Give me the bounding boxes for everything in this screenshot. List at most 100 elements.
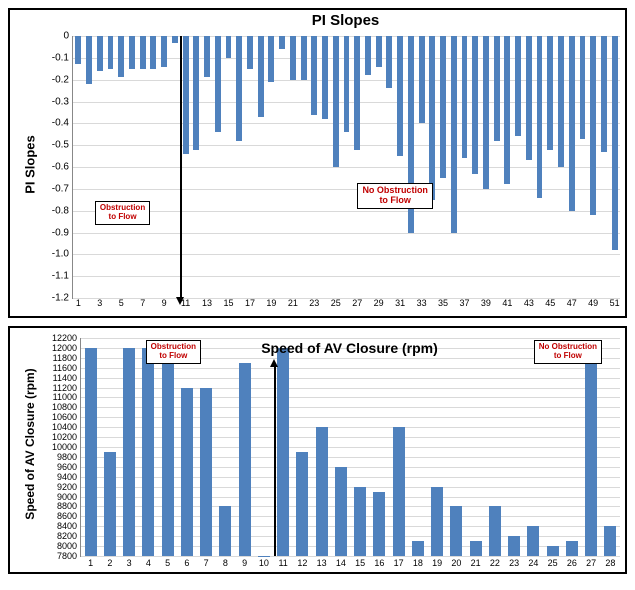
xtick-label: 49 — [588, 298, 598, 299]
bar — [489, 506, 501, 556]
xtick-label: 5 — [165, 556, 170, 568]
xtick-label: 19 — [266, 298, 276, 299]
bar — [373, 492, 385, 556]
bar — [393, 427, 405, 556]
ytick-label: 0 — [63, 31, 73, 42]
bar — [527, 526, 539, 556]
bar — [172, 36, 178, 43]
ytick-label: 12000 — [52, 343, 81, 353]
bar — [450, 506, 462, 556]
xtick-label: 37 — [459, 298, 469, 299]
bar — [472, 36, 478, 174]
gridline — [73, 233, 620, 234]
bar — [322, 36, 328, 119]
ytick-label: -0.4 — [52, 118, 73, 129]
xtick-label: 13 — [317, 556, 327, 568]
xtick-label: 27 — [586, 556, 596, 568]
ytick-label: 10200 — [52, 432, 81, 442]
pi-slopes-title: PI Slopes — [72, 12, 619, 29]
xtick-label: 43 — [524, 298, 534, 299]
ytick-label: 9800 — [57, 452, 81, 462]
bar — [236, 36, 242, 141]
bar — [142, 348, 154, 556]
xtick-label: 1 — [76, 298, 81, 299]
ytick-label: 9400 — [57, 472, 81, 482]
ytick-label: 8800 — [57, 501, 81, 511]
arrow-line — [274, 366, 276, 556]
bar — [431, 487, 443, 556]
bar — [290, 36, 296, 80]
bar — [515, 36, 521, 136]
xtick-label: 11 — [278, 556, 287, 568]
bar — [601, 36, 607, 152]
ytick-label: 9600 — [57, 462, 81, 472]
bar — [547, 36, 553, 150]
bar — [123, 348, 135, 556]
ytick-label: 11000 — [53, 392, 81, 402]
bar — [558, 36, 564, 167]
bar — [97, 36, 103, 71]
gridline — [73, 254, 620, 255]
bar — [279, 36, 285, 49]
xtick-label: 13 — [202, 298, 212, 299]
bar — [86, 36, 92, 84]
xtick-label: 6 — [184, 556, 189, 568]
xtick-label: 28 — [605, 556, 615, 568]
ytick-label: 10400 — [52, 422, 81, 432]
bar — [386, 36, 392, 88]
bar — [108, 36, 114, 69]
bar — [354, 487, 366, 556]
bar — [419, 36, 425, 123]
bar — [311, 36, 317, 115]
bar — [612, 36, 618, 250]
bar — [590, 36, 596, 215]
ytick-label: 12200 — [52, 333, 81, 343]
bar — [301, 36, 307, 80]
xtick-label: 25 — [331, 298, 341, 299]
bar — [200, 388, 212, 556]
ytick-label: 10600 — [52, 412, 81, 422]
xtick-label: 45 — [545, 298, 555, 299]
bar — [129, 36, 135, 69]
bar — [494, 36, 500, 141]
bar — [451, 36, 457, 233]
gridline — [73, 298, 620, 299]
ytick-label: 11200 — [53, 383, 81, 393]
xtick-label: 18 — [413, 556, 423, 568]
pi-slopes-ylabel: PI Slopes — [23, 75, 38, 255]
xtick-label: 41 — [502, 298, 512, 299]
ytick-label: -0.7 — [52, 183, 73, 194]
av-closure-ylabel: Speed of AV Closure (rpm) — [23, 354, 37, 534]
av-closure-title: Speed of AV Closure (rpm) — [80, 340, 619, 356]
bar — [150, 36, 156, 69]
ytick-label: 9200 — [57, 482, 81, 492]
xtick-label: 7 — [204, 556, 209, 568]
ytick-label: -0.9 — [52, 227, 73, 238]
bar — [412, 541, 424, 556]
ytick-label: -0.8 — [52, 205, 73, 216]
bar — [483, 36, 489, 189]
arrow-head-icon — [270, 359, 278, 367]
bar — [585, 348, 597, 556]
ytick-label: -1.0 — [52, 249, 73, 260]
bar — [365, 36, 371, 75]
bar — [537, 36, 543, 198]
xtick-label: 7 — [140, 298, 145, 299]
bar — [566, 541, 578, 556]
bar — [569, 36, 575, 211]
bar — [277, 348, 289, 556]
bar — [429, 36, 435, 200]
gridline — [81, 556, 620, 557]
xtick-label: 23 — [509, 556, 519, 568]
bar — [397, 36, 403, 156]
bar — [193, 36, 199, 150]
gridline — [73, 211, 620, 212]
xtick-label: 1 — [88, 556, 93, 568]
xtick-label: 26 — [567, 556, 577, 568]
ytick-label: -0.1 — [52, 52, 73, 63]
xtick-label: 19 — [432, 556, 442, 568]
xtick-label: 8 — [223, 556, 228, 568]
bar — [215, 36, 221, 132]
bar — [296, 452, 308, 556]
ytick-label: -0.2 — [52, 74, 73, 85]
